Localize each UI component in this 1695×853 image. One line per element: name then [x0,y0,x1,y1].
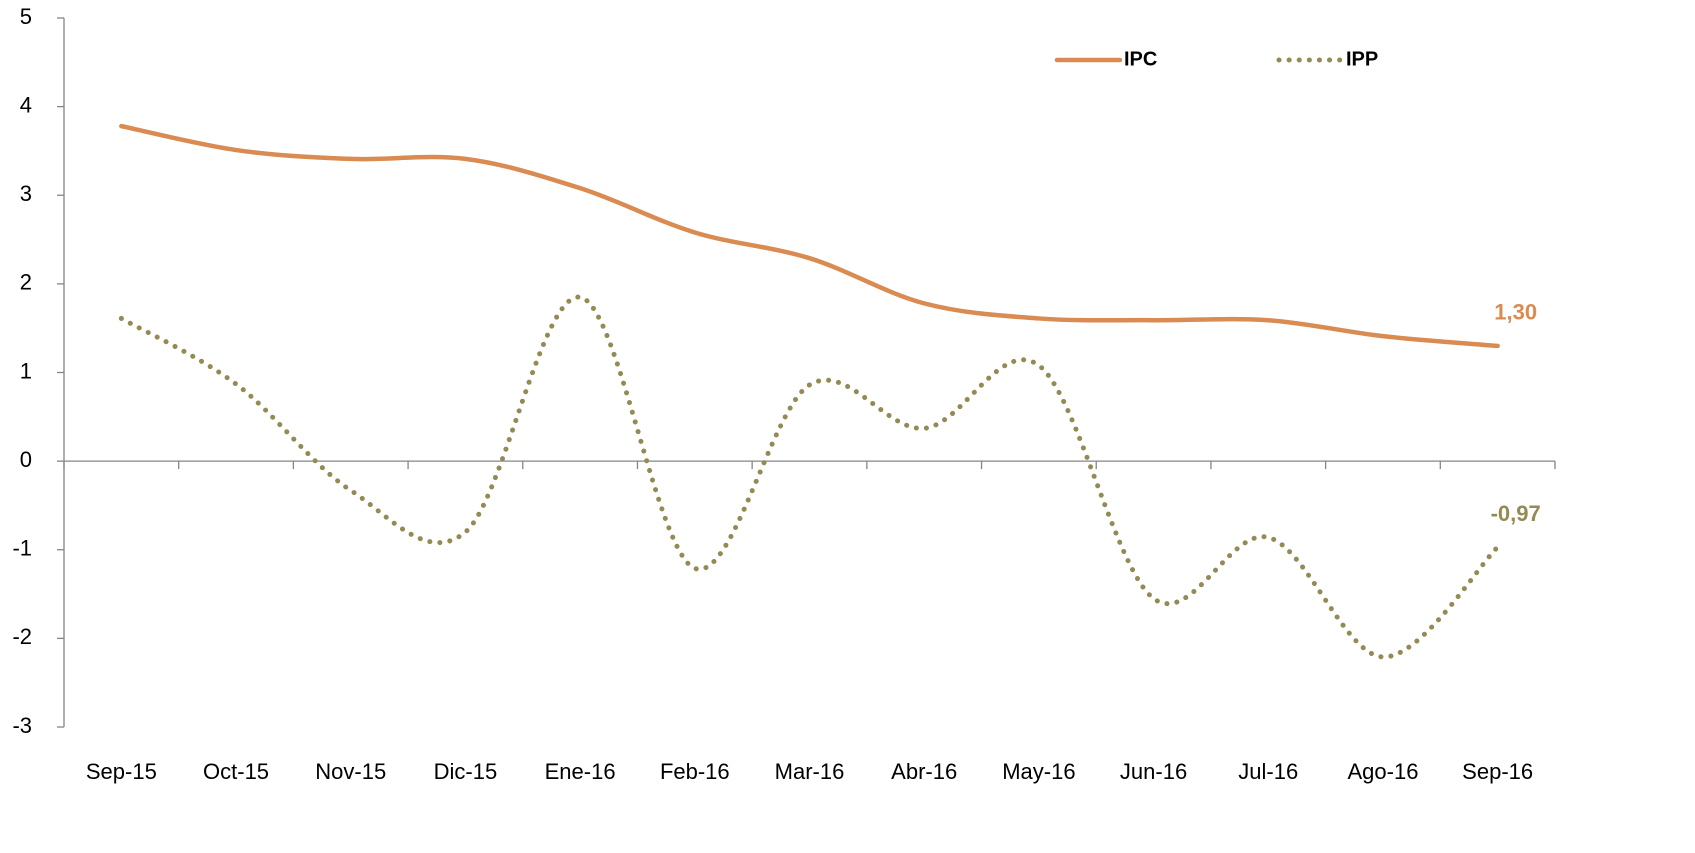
x-tick-label: Mar-16 [775,759,845,784]
x-tick-label: Ene-16 [545,759,616,784]
x-tick-label: Jul-16 [1238,759,1298,784]
legend-label: IPP [1346,48,1378,70]
x-tick-label: Abr-16 [891,759,957,784]
value-label: 1,30 [1494,300,1537,325]
value-label: -0,97 [1491,501,1541,526]
y-tick-label: 3 [20,181,32,206]
y-tick-label: 2 [20,270,32,295]
x-tick-label: Dic-15 [434,759,498,784]
y-tick-label: -1 [12,536,32,561]
x-tick-label: May-16 [1002,759,1075,784]
y-tick-label: 4 [20,92,32,117]
line [119,123,1500,349]
y-tick-label: 1 [20,358,32,383]
x-tick-label: Feb-16 [660,759,730,784]
x-tick-label: Jun-16 [1120,759,1187,784]
y-tick-label: 0 [20,447,32,472]
x-tick-label: Oct-15 [203,759,269,784]
y-tick-label: 5 [20,4,32,29]
legend-label: IPC [1124,48,1157,70]
line [118,294,1501,660]
y-tick-label: -2 [12,624,32,649]
x-tick-label: Sep-15 [86,759,157,784]
y-tick-label: -3 [12,713,32,738]
x-tick-label: Ago-16 [1347,759,1418,784]
x-tick-label: Sep-16 [1462,759,1533,784]
x-tick-label: Nov-15 [315,759,386,784]
